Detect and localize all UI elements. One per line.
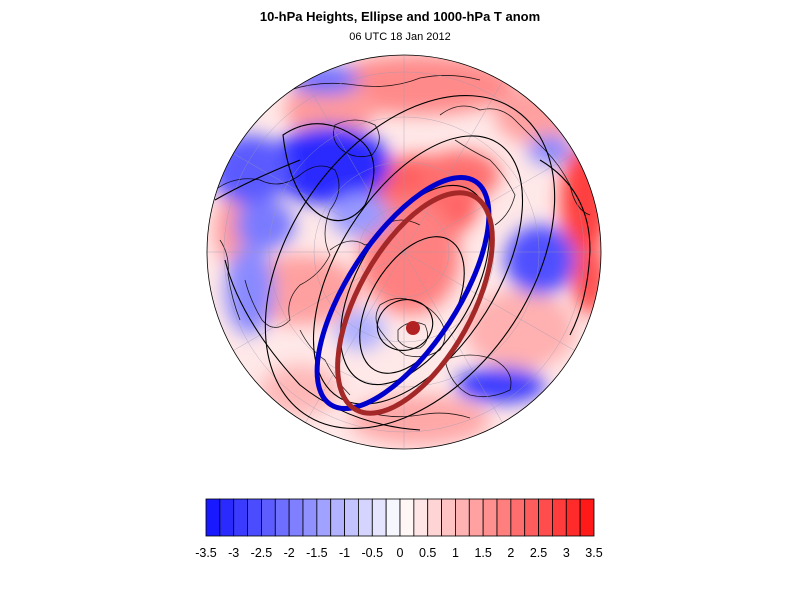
colorbar-tick-label: -1 [339, 546, 350, 560]
globe-outline [206, 54, 602, 450]
colorbar-box [274, 498, 290, 537]
colorbar-tick-label: -3.5 [195, 546, 217, 560]
colorbar-tick-label: 1 [452, 546, 459, 560]
chart-subtitle: 06 UTC 18 Jan 2012 [349, 31, 451, 43]
colorbar-boxes [205, 498, 595, 537]
ellipse-red [335, 190, 495, 416]
height-contours [214, 95, 591, 431]
colorbar-tick-label: 2.5 [530, 546, 547, 560]
colorbar-box [288, 498, 304, 537]
colorbar-box [468, 498, 484, 537]
colorbar-tick-label: 0.5 [419, 546, 436, 560]
colorbar-tick-label: -0.5 [362, 546, 384, 560]
colorbar-tick-label: -2.5 [251, 546, 273, 560]
colorbar-box [219, 498, 235, 537]
colorbar-box [482, 498, 498, 537]
colorbar-box [344, 498, 359, 537]
colorbar-tick-label: -2 [284, 546, 295, 560]
ellipse-blue [314, 175, 492, 411]
colorbar-box [441, 498, 456, 537]
colorbar-box [247, 498, 262, 537]
colorbar-tick-label: -1.5 [306, 546, 328, 560]
coastlines [214, 75, 591, 419]
colorbar-box [524, 498, 539, 537]
colorbar-box [413, 498, 429, 537]
colorbar-box [358, 498, 373, 537]
colorbar-tick-label: -3 [228, 546, 239, 560]
colorbar-box [565, 498, 581, 537]
colorbar-box [385, 498, 401, 537]
colorbar-tick-label: 3 [563, 546, 570, 560]
vortex-center-marker [406, 321, 420, 335]
colorbar-tick-label: 3.5 [585, 546, 602, 560]
colorbar-box [316, 498, 332, 537]
colorbar-box [579, 498, 595, 537]
colorbar-box [233, 498, 248, 537]
colorbar-tick-label: 0 [397, 546, 404, 560]
colorbar-box [205, 498, 221, 537]
colorbar-box [330, 498, 345, 537]
polar-map [206, 54, 602, 450]
colorbar-box [552, 498, 567, 537]
colorbar-ticks: -3.5 -3 -2.5 -2 -1.5 -1 -0.5 0 0.5 1 1.5 2 2.5 3 3.5 [195, 546, 603, 560]
colorbar-box [302, 498, 318, 537]
chart-title: 10-hPa Heights, Ellipse and 1000-hPa T a… [259, 9, 541, 24]
colorbar-tick-label: 2 [507, 546, 514, 560]
colorbar-box [510, 498, 526, 537]
colorbar-box [371, 498, 387, 537]
colorbar-tick-label: 1.5 [474, 546, 491, 560]
colorbar-box [496, 498, 512, 537]
colorbar-box [261, 498, 276, 537]
graticule [207, 55, 601, 449]
colorbar-box [427, 498, 442, 537]
colorbar-box [538, 498, 553, 537]
colorbar-box [399, 498, 415, 537]
colorbar-box [455, 498, 470, 537]
